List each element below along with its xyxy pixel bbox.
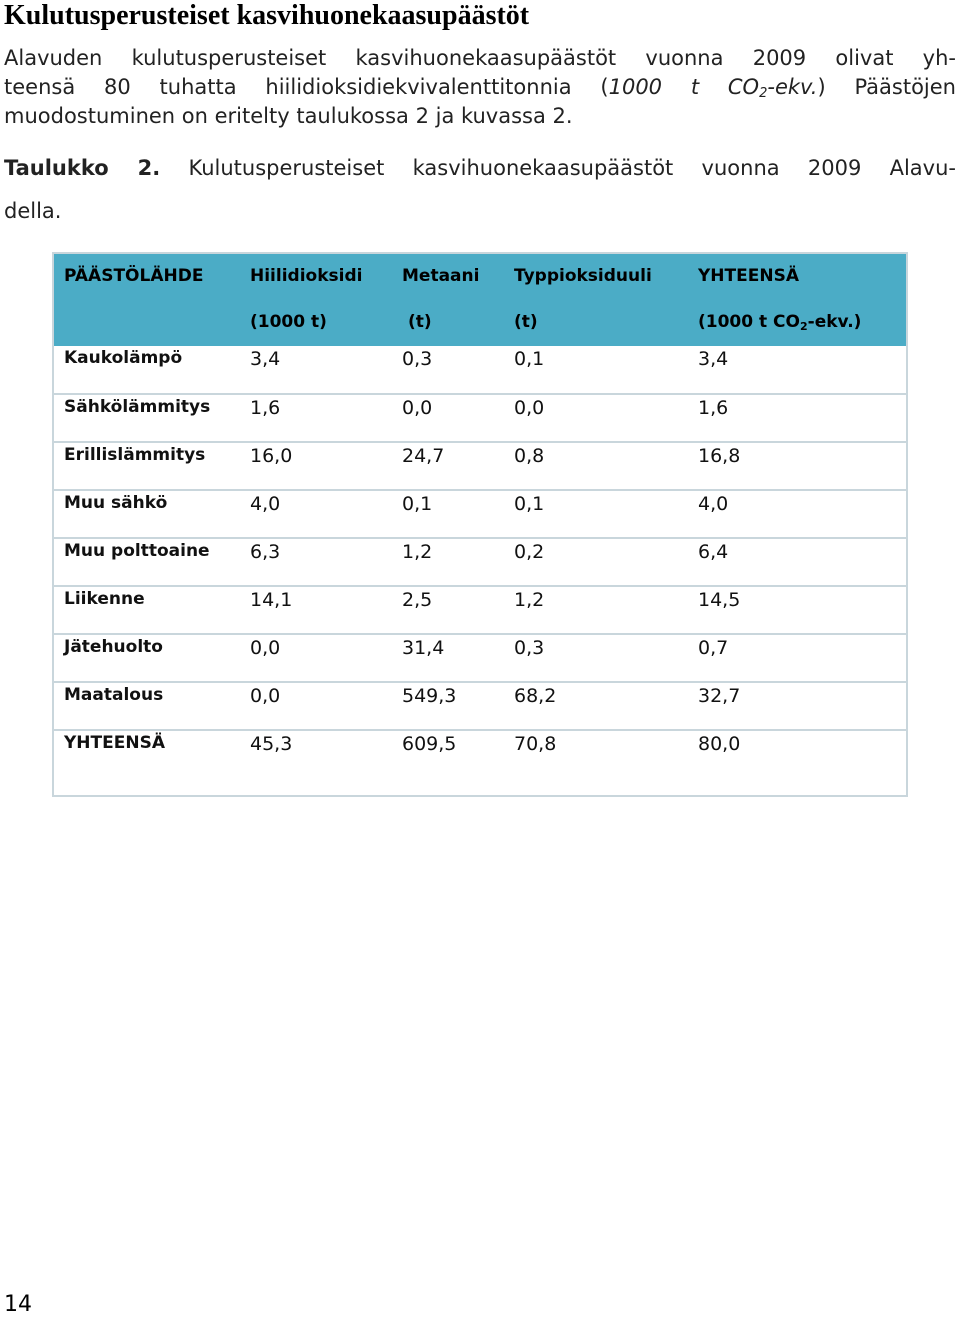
caption-text-1: Kulutusperusteiset kasvihuonekaasupäästö… — [188, 156, 956, 180]
header-unit-total-sub: 2 — [799, 320, 808, 333]
cell-source: Erillislämmitys — [64, 445, 206, 465]
cell-n2o: 0,0 — [514, 397, 545, 419]
header-unit-total: (1000 t CO2-ekv.) — [688, 298, 906, 346]
header-total: YHTEENSÄ — [688, 254, 906, 298]
cell-total: 80,0 — [698, 733, 741, 755]
cell-co2: 1,6 — [250, 397, 281, 419]
cell-methane: 549,3 — [402, 685, 457, 707]
table-row: Muu sähkö 4,0 0,1 0,1 4,0 — [54, 490, 906, 538]
cell-source: Muu sähkö — [64, 493, 168, 513]
cell-source: Kaukolämpö — [64, 348, 183, 368]
table-body: Kaukolämpö 3,4 0,3 0,1 3,4 Sähkölämmitys 1,6 0,… — [54, 346, 906, 778]
table-row: Muu polttoaine 6,3 1,2 0,2 6,4 — [54, 538, 906, 586]
cell-source: Jätehuolto — [64, 637, 163, 657]
header-unit-empty — [54, 298, 240, 346]
intro-paragraph: Alavuden kulutusperusteiset kasvihuoneka… — [4, 44, 956, 131]
cell-methane: 0,0 — [402, 397, 433, 419]
header-co2: Hiilidioksidi — [240, 254, 392, 298]
header-unit-total-a: (1000 t CO — [698, 312, 800, 332]
cell-methane: 609,5 — [402, 733, 457, 755]
caption-tag: Taulukko 2. — [4, 156, 161, 180]
intro-line-2: teensä 80 tuhatta hiilidioksidiekvivalen… — [4, 73, 956, 102]
cell-n2o: 68,2 — [514, 685, 557, 707]
cell-n2o: 1,2 — [514, 589, 545, 611]
emissions-table: PÄÄSTÖLÄHDE Hiilidioksidi Metaani Typpio… — [54, 254, 906, 778]
header-n2o: Typpioksiduuli — [504, 254, 688, 298]
table-row: Liikenne 14,1 2,5 1,2 14,5 — [54, 586, 906, 634]
page-number: 14 — [4, 1292, 32, 1317]
cell-co2: 6,3 — [250, 541, 281, 563]
table-row: Maatalous 0,0 549,3 68,2 32,7 — [54, 682, 906, 730]
header-unit-n2o: (t) — [504, 298, 688, 346]
cell-co2: 3,4 — [250, 348, 281, 370]
header-unit-co2: (1000 t) — [240, 298, 392, 346]
table-row: Jätehuolto 0,0 31,4 0,3 0,7 — [54, 634, 906, 682]
unit-italic-a: 1000 t CO — [608, 75, 760, 99]
cell-co2: 0,0 — [250, 637, 281, 659]
header-source: PÄÄSTÖLÄHDE — [54, 254, 240, 298]
header-unit-methane: (t) — [392, 298, 504, 346]
cell-total: 4,0 — [698, 493, 729, 515]
cell-n2o: 0,8 — [514, 445, 545, 467]
caption-line-2: della. — [4, 199, 62, 223]
cell-co2: 45,3 — [250, 733, 293, 755]
cell-total: 16,8 — [698, 445, 741, 467]
cell-methane: 2,5 — [402, 589, 433, 611]
cell-total: 32,7 — [698, 685, 741, 707]
cell-source: Maatalous — [64, 685, 164, 705]
header-unit-total-b: -ekv.) — [807, 312, 862, 332]
cell-total: 3,4 — [698, 348, 729, 370]
cell-n2o: 0,1 — [514, 493, 545, 515]
cell-methane: 0,3 — [402, 348, 433, 370]
cell-co2: 16,0 — [250, 445, 293, 467]
cell-n2o: 70,8 — [514, 733, 557, 755]
unit-subscript: 2 — [759, 86, 768, 101]
table-row: Kaukolämpö 3,4 0,3 0,1 3,4 — [54, 346, 906, 394]
cell-co2: 14,1 — [250, 589, 293, 611]
cell-methane: 24,7 — [402, 445, 445, 467]
cell-total: 0,7 — [698, 637, 729, 659]
header-methane: Metaani — [392, 254, 504, 298]
cell-n2o: 0,3 — [514, 637, 545, 659]
cell-source: Sähkölämmitys — [64, 397, 211, 417]
table-header: PÄÄSTÖLÄHDE Hiilidioksidi Metaani Typpio… — [54, 254, 906, 346]
caption-line-1: Taulukko 2. Kulutusperusteiset kasvihuon… — [4, 154, 956, 183]
header-row-1: PÄÄSTÖLÄHDE Hiilidioksidi Metaani Typpio… — [54, 254, 906, 298]
table-row: YHTEENSÄ 45,3 609,5 70,8 80,0 — [54, 730, 906, 778]
header-row-2: (1000 t) (t) (t) (1000 t CO2-ekv.) — [54, 298, 906, 346]
cell-n2o: 0,1 — [514, 348, 545, 370]
cell-co2: 0,0 — [250, 685, 281, 707]
unit-italic-b: -ekv. — [767, 75, 818, 99]
intro-line-1: Alavuden kulutusperusteiset kasvihuoneka… — [4, 46, 956, 70]
table-row: Erillislämmitys 16,0 24,7 0,8 16,8 — [54, 442, 906, 490]
emissions-table-container: PÄÄSTÖLÄHDE Hiilidioksidi Metaani Typpio… — [52, 252, 908, 797]
cell-n2o: 0,2 — [514, 541, 545, 563]
intro-line-2-start: teensä 80 tuhatta hiilidioksidiekvivalen… — [4, 75, 609, 99]
cell-total: 6,4 — [698, 541, 729, 563]
cell-methane: 31,4 — [402, 637, 445, 659]
cell-source: YHTEENSÄ — [64, 733, 165, 753]
cell-methane: 1,2 — [402, 541, 433, 563]
intro-line-2-end: ) Päästöjen — [817, 75, 956, 99]
cell-total: 1,6 — [698, 397, 729, 419]
table-row: Sähkölämmitys 1,6 0,0 0,0 1,6 — [54, 394, 906, 442]
cell-co2: 4,0 — [250, 493, 281, 515]
unit-italic: 1000 t CO2-ekv. — [608, 75, 818, 101]
intro-line-3: muodostuminen on eritelty taulukossa 2 j… — [4, 104, 573, 128]
cell-total: 14,5 — [698, 589, 741, 611]
page-heading: Kulutusperusteiset kasvihuonekaasupäästö… — [4, 0, 530, 31]
cell-methane: 0,1 — [402, 493, 433, 515]
cell-source: Liikenne — [64, 589, 145, 609]
table-caption: Taulukko 2. Kulutusperusteiset kasvihuon… — [4, 154, 956, 226]
cell-source: Muu polttoaine — [64, 541, 210, 561]
